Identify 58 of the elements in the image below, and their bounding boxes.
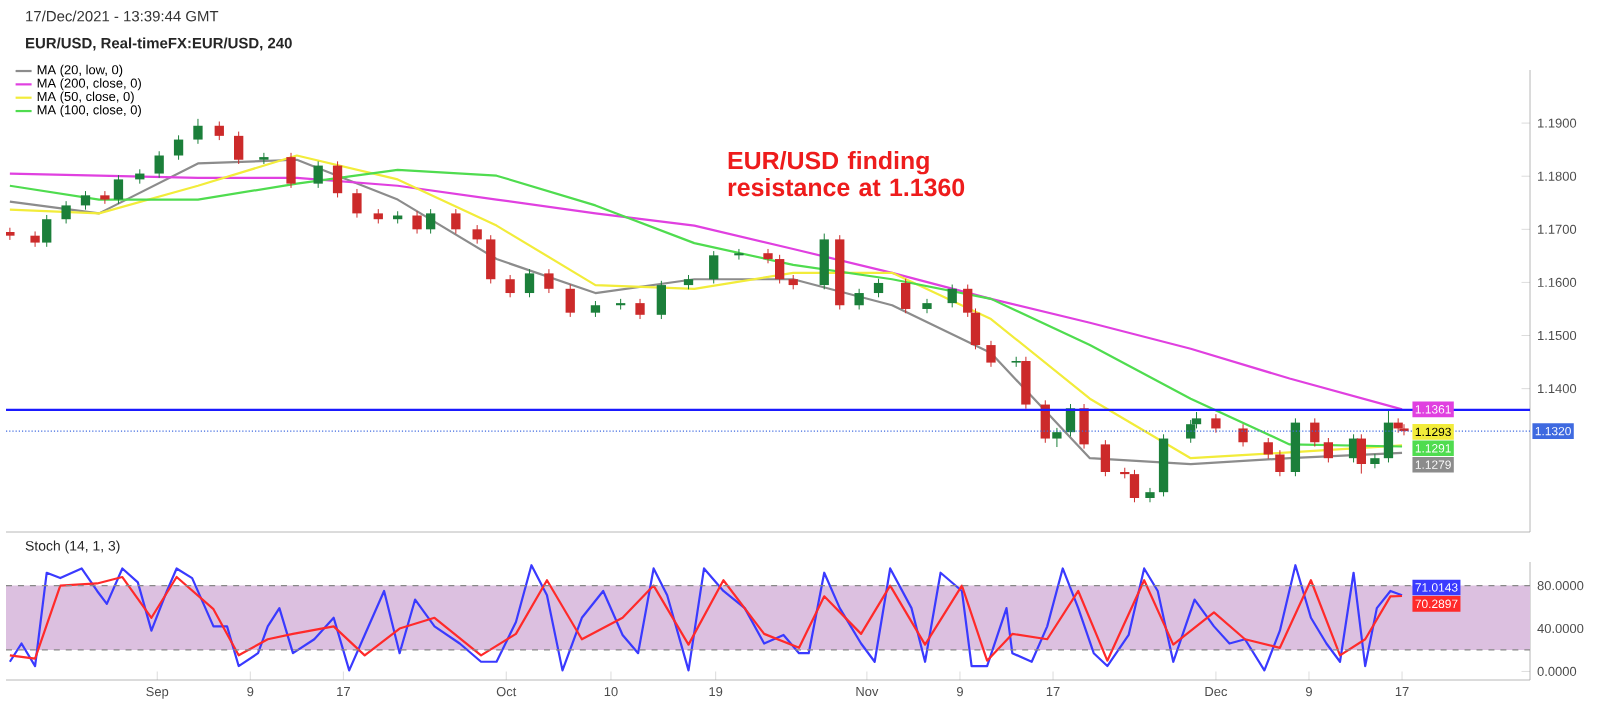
candlestick	[100, 190, 110, 205]
candlestick	[1263, 437, 1273, 460]
candlestick	[709, 250, 719, 284]
candlestick	[42, 214, 52, 248]
line-series	[8, 575, 1404, 662]
candlestick	[80, 190, 91, 211]
candlestick	[1370, 453, 1380, 469]
candlestick	[1145, 487, 1155, 503]
candlestick	[656, 280, 667, 320]
candlestick	[1238, 423, 1248, 448]
candlestick	[1383, 410, 1394, 463]
candlestick	[901, 278, 911, 314]
candlestick	[524, 268, 535, 298]
candlestick	[947, 284, 957, 308]
candlestick	[332, 160, 343, 198]
candlestick	[1129, 469, 1140, 503]
candlestick	[1052, 427, 1062, 448]
candlestick	[505, 274, 515, 298]
candlestick	[113, 174, 124, 205]
candlestick	[1021, 356, 1031, 410]
candlestick	[234, 131, 244, 165]
candlestick	[61, 200, 71, 224]
candlestick	[763, 248, 773, 264]
candlestick	[1310, 417, 1320, 448]
candlestick	[193, 118, 203, 145]
candlestick	[1211, 413, 1221, 434]
candlestick	[6, 227, 15, 241]
candlestick	[451, 208, 461, 235]
candlestick	[313, 160, 323, 189]
candlestick	[1079, 403, 1089, 450]
candlestick	[259, 152, 269, 165]
candlestick	[486, 234, 496, 284]
candlestick	[544, 268, 554, 294]
candlestick	[1323, 437, 1334, 463]
candlestick	[154, 150, 164, 179]
candlestick	[472, 224, 482, 245]
candlestick	[1100, 439, 1111, 477]
candlestick	[922, 298, 932, 314]
annotation: EUR/USD finding resistance at 1.1360	[728, 151, 965, 197]
candlestick	[425, 208, 436, 235]
candlestick	[774, 254, 785, 284]
candlestick	[30, 230, 40, 248]
candlestick	[286, 152, 296, 189]
candlestick	[1399, 423, 1409, 436]
line-series	[8, 564, 1404, 672]
candlestick	[565, 284, 575, 318]
candlestick	[819, 233, 829, 290]
candlestick	[734, 248, 744, 261]
candlestick	[986, 340, 996, 368]
candlestick	[412, 210, 422, 235]
candlestick	[854, 288, 864, 310]
candlestick	[1356, 433, 1366, 475]
candlestick	[635, 298, 645, 320]
candlestick	[873, 278, 884, 298]
candlestick	[1275, 449, 1285, 477]
candlestick	[173, 134, 184, 161]
candlestick	[352, 188, 362, 219]
candlestick	[214, 121, 224, 141]
